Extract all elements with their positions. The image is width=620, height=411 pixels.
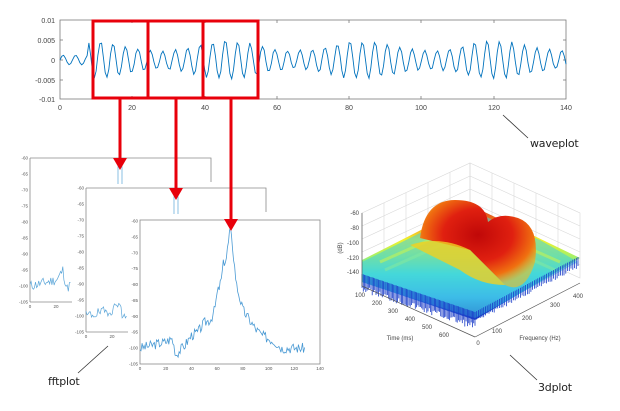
svg-text:-85: -85 (77, 266, 84, 271)
waveplot-axes (59, 19, 567, 100)
svg-text:200: 200 (522, 316, 533, 322)
svg-text:0: 0 (139, 366, 142, 371)
svg-text:-95: -95 (21, 268, 28, 273)
svg-text:-105: -105 (129, 362, 139, 367)
svg-text:100: 100 (415, 105, 427, 112)
svg-text:20: 20 (128, 105, 136, 112)
svg-text:500: 500 (422, 325, 433, 331)
svg-text:-100: -100 (19, 284, 29, 289)
svg-text:-90: -90 (21, 252, 28, 257)
svg-text:120: 120 (488, 105, 500, 112)
waveplot-caption: waveplot (530, 137, 579, 150)
svg-text:-140: -140 (347, 270, 360, 276)
svg-text:100: 100 (355, 293, 366, 299)
svg-text:-70: -70 (131, 250, 138, 255)
svg-text:-90: -90 (77, 282, 84, 287)
fft-series-line (139, 226, 305, 359)
svg-text:(dB): (dB) (338, 242, 344, 253)
svg-text:-90: -90 (131, 314, 138, 319)
svg-text:0: 0 (476, 341, 480, 347)
leader-lines (77, 114, 538, 381)
svg-text:60: 60 (215, 366, 221, 371)
waveplot: 0.01 0.005 0 -0.005 -0.01 0 20 40 60 80 … (35, 18, 572, 112)
svg-text:140: 140 (316, 366, 324, 371)
svg-text:-100: -100 (129, 346, 139, 351)
3dplot: -60 -80 -100 -120 -140 (dB) 100 200 300 … (338, 162, 584, 347)
svg-text:400: 400 (573, 294, 584, 300)
fft-panel-1: -60 -65 -70 -75 -80 -85 -90 -95 -100 -105 0 20 (19, 156, 212, 309)
svg-text:40: 40 (189, 366, 195, 371)
svg-text:0: 0 (29, 304, 32, 309)
svg-text:300: 300 (550, 303, 561, 309)
svg-text:-60: -60 (21, 156, 28, 161)
svg-text:-80: -80 (21, 220, 28, 225)
svg-text:-60: -60 (350, 211, 359, 217)
svg-text:0.01: 0.01 (41, 18, 55, 25)
svg-text:-95: -95 (131, 330, 138, 335)
svg-text:600: 600 (439, 333, 450, 339)
svg-text:-85: -85 (21, 236, 28, 241)
svg-text:300: 300 (388, 309, 399, 315)
svg-text:-105: -105 (19, 300, 29, 305)
svg-text:-0.005: -0.005 (35, 78, 55, 85)
svg-text:-120: -120 (347, 256, 360, 262)
svg-text:-80: -80 (77, 250, 84, 255)
waveplot-xticks: 0 20 40 60 80 100 120 140 (58, 105, 572, 112)
svg-text:-65: -65 (131, 234, 138, 239)
3dplot-caption: 3dplot (538, 381, 572, 394)
svg-text:60: 60 (273, 105, 281, 112)
svg-text:-75: -75 (77, 234, 84, 239)
fftplot: -60 -65 -70 -75 -80 -85 -90 -95 -100 -105 0 20 -6… (19, 156, 324, 372)
svg-text:-75: -75 (131, 266, 138, 271)
svg-text:0: 0 (58, 105, 62, 112)
svg-text:20: 20 (53, 304, 59, 309)
svg-text:0: 0 (85, 334, 88, 339)
svg-text:Time (ms): Time (ms) (387, 336, 414, 342)
svg-text:140: 140 (560, 105, 572, 112)
svg-text:-100: -100 (75, 314, 85, 319)
svg-text:-60: -60 (77, 186, 84, 191)
svg-text:400: 400 (405, 317, 416, 323)
svg-text:-75: -75 (21, 204, 28, 209)
svg-text:-65: -65 (21, 172, 28, 177)
svg-text:-85: -85 (131, 298, 138, 303)
svg-text:-70: -70 (21, 188, 28, 193)
svg-text:120: 120 (291, 366, 299, 371)
svg-text:-105: -105 (75, 330, 85, 335)
svg-text:200: 200 (372, 301, 383, 307)
svg-text:-70: -70 (77, 218, 84, 223)
svg-text:80: 80 (240, 366, 246, 371)
svg-text:40: 40 (201, 105, 209, 112)
svg-text:100: 100 (265, 366, 273, 371)
svg-text:-0.01: -0.01 (39, 97, 55, 104)
svg-text:-65: -65 (77, 202, 84, 207)
svg-text:-80: -80 (350, 226, 359, 232)
svg-text:Frequency (Hz): Frequency (Hz) (519, 336, 560, 342)
svg-text:20: 20 (163, 366, 169, 371)
svg-text:-80: -80 (131, 282, 138, 287)
svg-text:-100: -100 (347, 241, 360, 247)
fftplot-caption: fftplot (48, 375, 80, 388)
svg-text:-95: -95 (77, 298, 84, 303)
svg-text:100: 100 (492, 329, 503, 335)
svg-text:20: 20 (109, 334, 115, 339)
svg-text:-60: -60 (131, 219, 138, 224)
svg-text:0.005: 0.005 (37, 38, 55, 45)
svg-text:80: 80 (345, 105, 353, 112)
svg-text:0: 0 (51, 58, 55, 65)
surface-peak (420, 200, 536, 288)
waveplot-series-line (59, 40, 567, 81)
fft-panel-3: -60 -65 -70 -75 -80 -85 -90 -95 -100 -105 0 20 40 60… (129, 219, 324, 372)
waveplot-yticks: 0.01 0.005 0 -0.005 -0.01 (35, 18, 55, 104)
arrows (113, 98, 238, 231)
